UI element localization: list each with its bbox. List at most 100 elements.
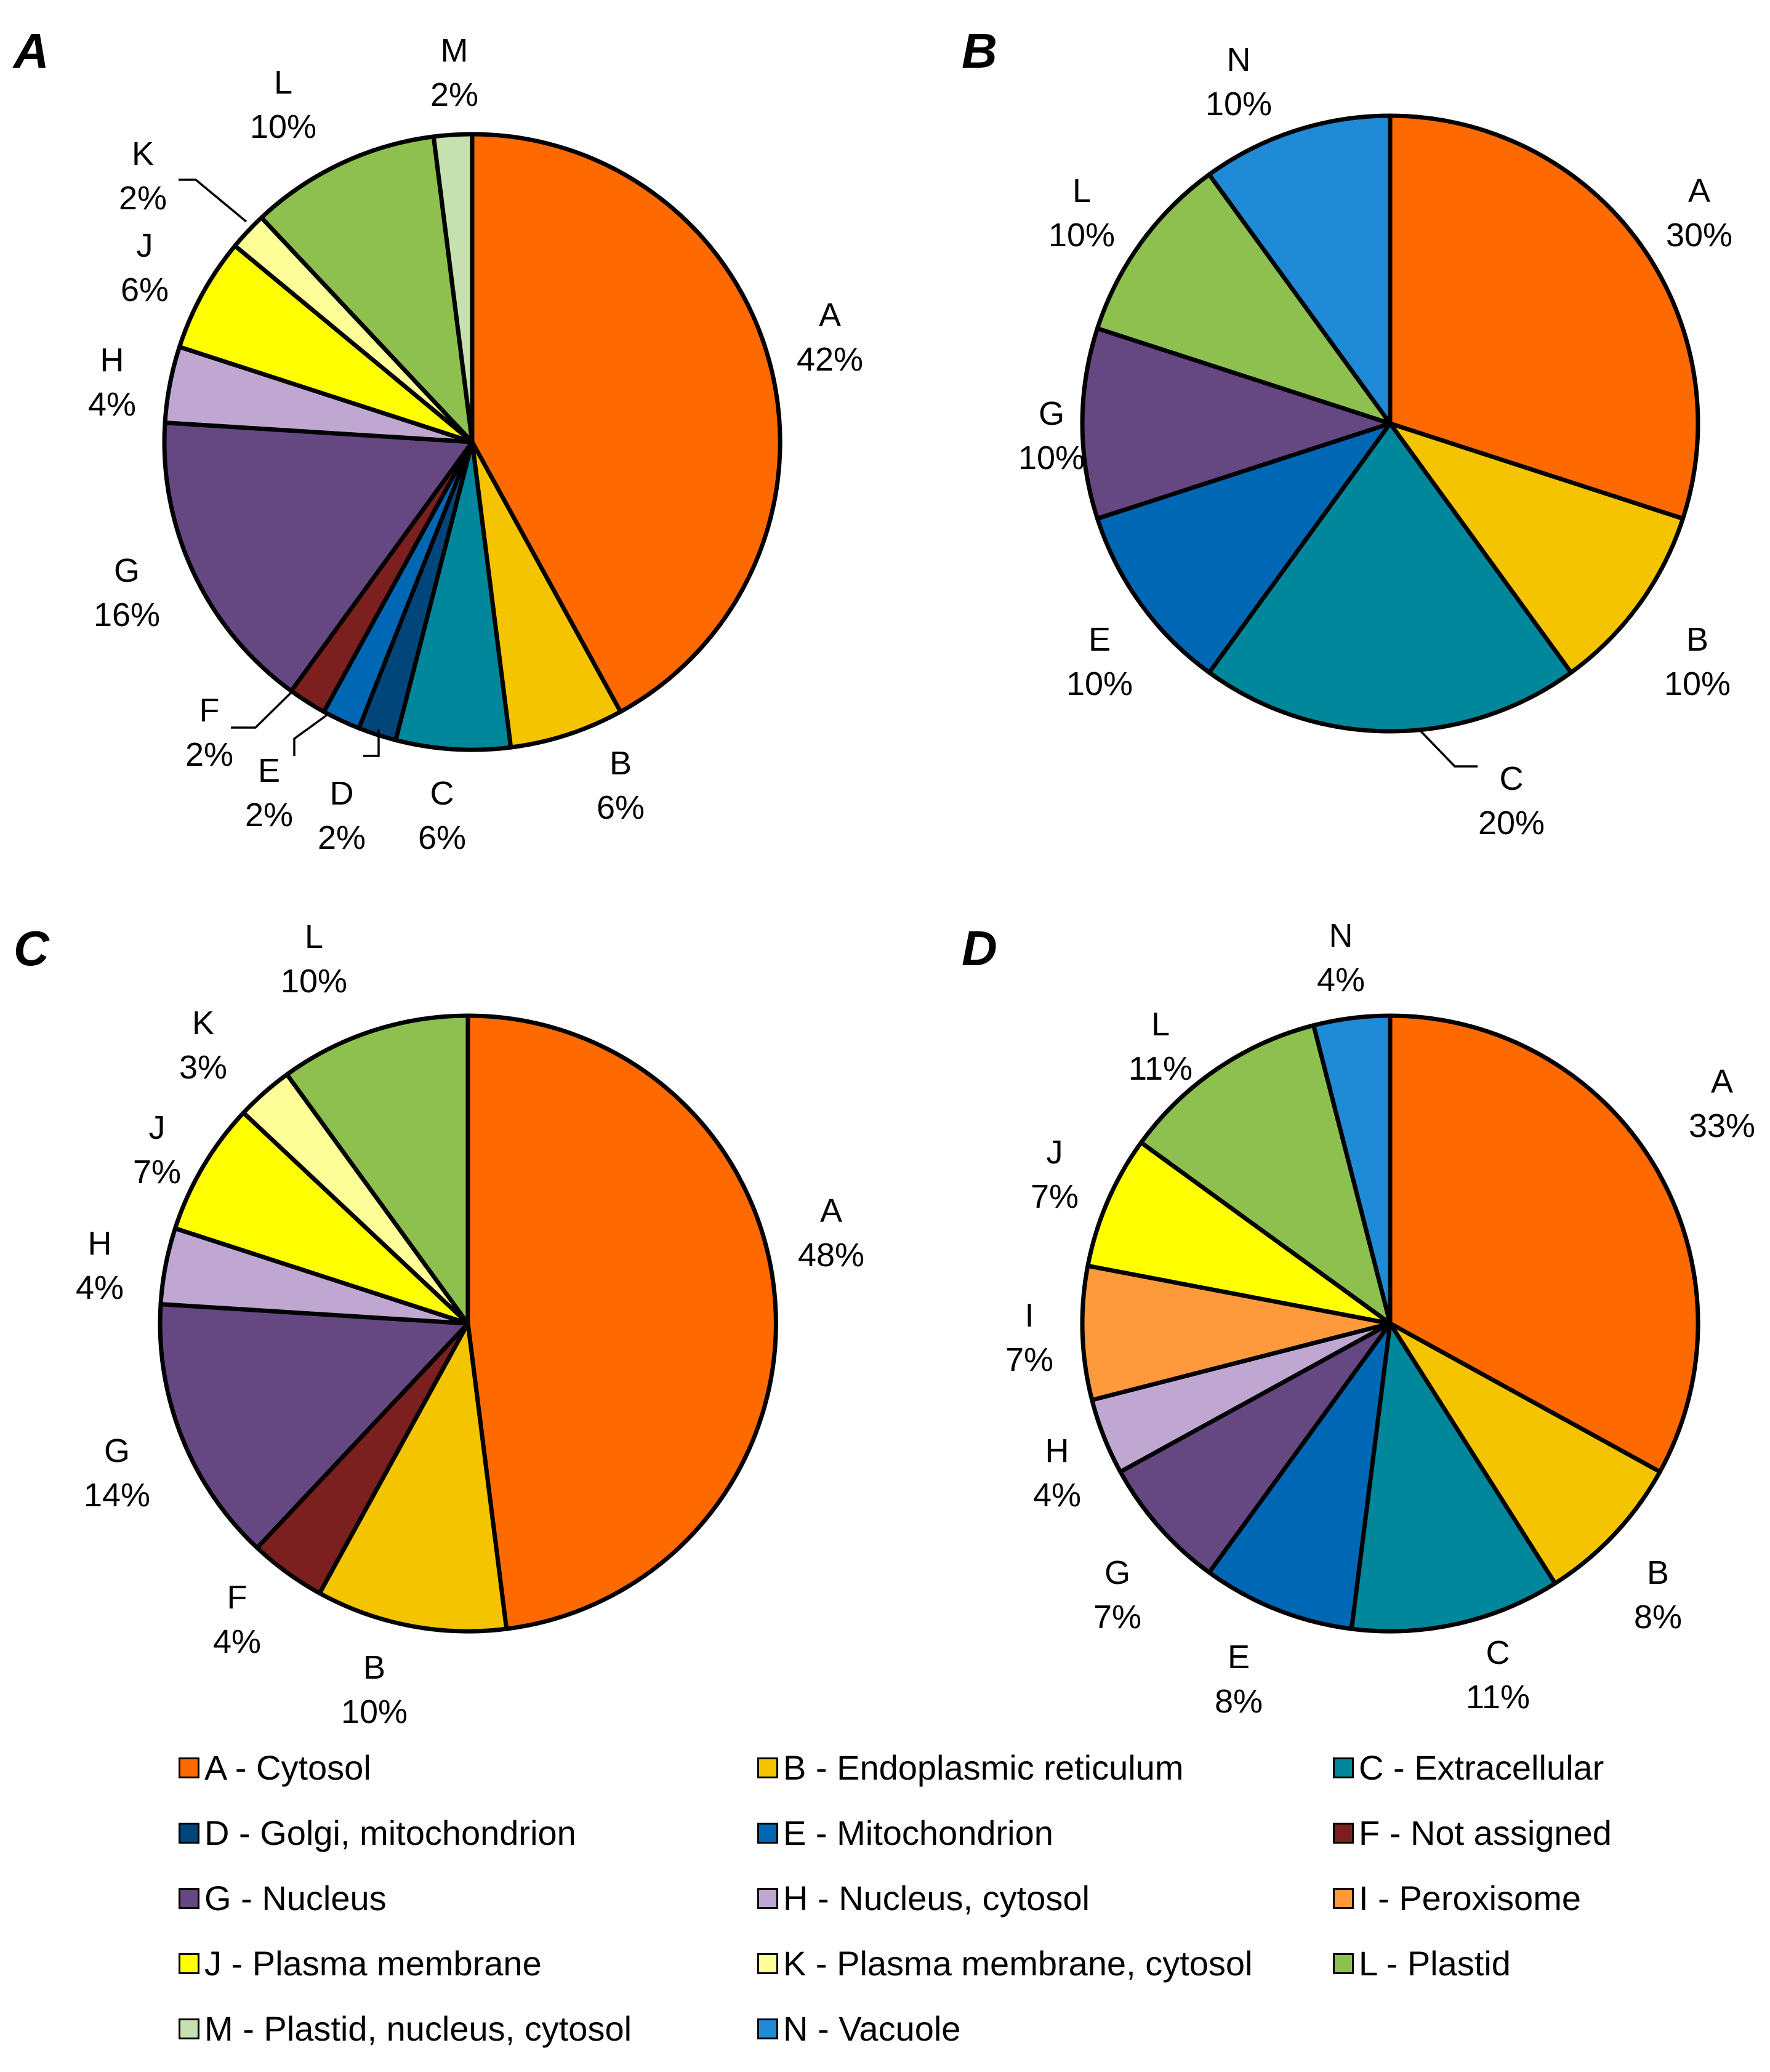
legend-label-K: K - Plasma membrane, cytosol (783, 1944, 1253, 1983)
pie-A-label-J: J (137, 227, 153, 264)
pie-A-label-M: M (441, 32, 469, 69)
pie-D-value-C: 11% (1466, 1679, 1530, 1716)
pie-C-label-H: H (88, 1225, 112, 1262)
legend-label-H: H - Nucleus, cytosol (783, 1879, 1090, 1917)
legend-swatch-I (1333, 1888, 1354, 1909)
pie-A-leader-D (363, 729, 380, 757)
pie-A-label-F: F (199, 692, 220, 729)
pie-C-slice-J (173, 1110, 470, 1326)
pie-chart-B: B A 30% B 10% C 20% E 10% G 10% L 10% N 10% (962, 23, 1732, 841)
pie-B-value-E: 10% (1066, 665, 1133, 702)
legend-item-G: G - Nucleus (179, 1881, 387, 1916)
legend-label-D: D - Golgi, mitochondrion (204, 1813, 576, 1852)
legend-swatch-A (179, 1757, 199, 1778)
pie-A-label-K: K (132, 135, 154, 172)
legend-swatch-C (1333, 1757, 1354, 1778)
pie-A-label-G: G (114, 552, 140, 589)
pie-B-label-N: N (1227, 41, 1251, 78)
pie-D-label-J: J (1047, 1134, 1063, 1171)
pie-B-slice-N (1207, 113, 1393, 426)
pie-C-label-A: A (820, 1192, 842, 1229)
pie-A-value-J: 6% (121, 271, 169, 308)
legend-label-E: E - Mitochondrion (783, 1813, 1053, 1852)
pie-D-value-N: 4% (1317, 962, 1365, 998)
legend-swatch-H (757, 1888, 778, 1909)
legend-swatch-D (179, 1823, 199, 1844)
legend-item-F: F - Not assigned (1333, 1816, 1612, 1850)
pie-A-value-K: 2% (119, 180, 167, 217)
legend-swatch-K (757, 1953, 778, 1974)
pie-A-label-L: L (274, 64, 292, 101)
pie-C-label-K: K (192, 1005, 214, 1042)
legend-item-M: M - Plastid, nucleus, cytosol (179, 2012, 632, 2046)
pie-chart-D: D A 33% B 8% C 11% E 8% G 7% H 4% I 7% J 7% L 11% N 4% (962, 917, 1755, 1720)
pie-A-value-E: 2% (245, 797, 293, 833)
pie-C-value-F: 4% (213, 1623, 261, 1660)
pie-A-label-A: A (819, 297, 841, 334)
pie-D-value-B: 8% (1634, 1599, 1682, 1636)
pie-B-value-G: 10% (1018, 440, 1085, 476)
pie-A-value-M: 2% (430, 76, 478, 113)
pie-B-value-L: 10% (1048, 217, 1115, 254)
pie-C-label-F: F (227, 1579, 247, 1616)
legend-swatch-N (757, 2018, 778, 2039)
legend-item-B: B - Endoplasmic reticulum (757, 1751, 1183, 1785)
legend-swatch-L (1333, 1953, 1354, 1974)
legend-swatch-E (757, 1823, 778, 1844)
pie-B-value-C: 20% (1478, 805, 1545, 841)
pie-C-label-J: J (149, 1109, 166, 1146)
legend-item-L: L - Plastid (1333, 1946, 1511, 1981)
pie-B-slice-E (1095, 421, 1393, 675)
legend-item-J: J - Plasma membrane (179, 1946, 542, 1981)
pie-D-value-A: 33% (1689, 1107, 1755, 1144)
pie-A-slice-G (162, 420, 475, 693)
pie-chart-A: A A 42% B 6% C 6% D 2% E 2% F 2% G 16% H 4% J 6% K 2% L 10% M 2% (12, 23, 863, 856)
legend-label-N: N - Vacuole (783, 2009, 961, 2048)
pie-A-value-H: 4% (88, 386, 136, 423)
pie-D-value-I: 7% (1005, 1341, 1053, 1378)
pie-C-label-B: B (363, 1649, 385, 1686)
pie-A-value-L: 10% (250, 108, 316, 145)
pie-A-leader-E (293, 712, 331, 756)
legend-label-L: L - Plastid (1359, 1944, 1511, 1983)
pie-B-label-G: G (1039, 395, 1064, 432)
legend-swatch-M (179, 2018, 199, 2039)
pie-A-label-H: H (100, 342, 124, 379)
pie-chart-C: C A 48% B 10% F 4% G 14% H 4% J 7% K 3% L 10% (14, 918, 864, 1730)
pie-B-label-B: B (1686, 621, 1708, 658)
pie-C-value-H: 4% (76, 1269, 124, 1306)
pie-A-slice-A (470, 132, 782, 714)
pie-C-label-G: G (104, 1432, 130, 1469)
pie-B-slice-B (1388, 421, 1685, 675)
legend-label-I: I - Peroxisome (1359, 1879, 1581, 1917)
pie-B-label-E: E (1088, 621, 1111, 658)
pie-D-slice-G (1118, 1321, 1393, 1575)
legend-label-J: J - Plasma membrane (204, 1944, 542, 1983)
pie-D-value-H: 4% (1033, 1477, 1081, 1514)
pie-D-label-B: B (1647, 1554, 1669, 1591)
legend-item-K: K - Plasma membrane, cytosol (757, 1946, 1252, 1981)
pie-C-slice-A (465, 1013, 778, 1631)
pie-B-label-A: A (1688, 172, 1710, 209)
pie-A-label-B: B (609, 745, 632, 782)
pie-D-label-L: L (1151, 1006, 1170, 1043)
panel-letter-C: C (14, 921, 50, 976)
pie-D-slice-I (1080, 1263, 1393, 1402)
pie-D-label-H: H (1045, 1432, 1069, 1469)
pie-C-value-G: 14% (84, 1477, 150, 1514)
pie-B-slice-G (1080, 326, 1393, 521)
pie-D-slice-L (1139, 1023, 1393, 1326)
legend-label-G: G - Nucleus (204, 1879, 387, 1917)
legend-item-H: H - Nucleus, cytosol (757, 1881, 1090, 1916)
pie-A-slice-C (393, 440, 513, 752)
legend-item-I: I - Peroxisome (1333, 1881, 1581, 1916)
pie-A-label-D: D (330, 775, 354, 812)
pie-D-slice-N (1311, 1013, 1393, 1326)
pie-D-slice-B (1388, 1321, 1662, 1586)
legend-label-C: C - Extracellular (1359, 1748, 1604, 1787)
legend-label-B: B - Endoplasmic reticulum (783, 1748, 1184, 1787)
pie-B-value-A: 30% (1666, 217, 1732, 254)
pie-C-value-L: 10% (281, 963, 347, 1000)
pie-B-value-B: 10% (1664, 665, 1731, 702)
